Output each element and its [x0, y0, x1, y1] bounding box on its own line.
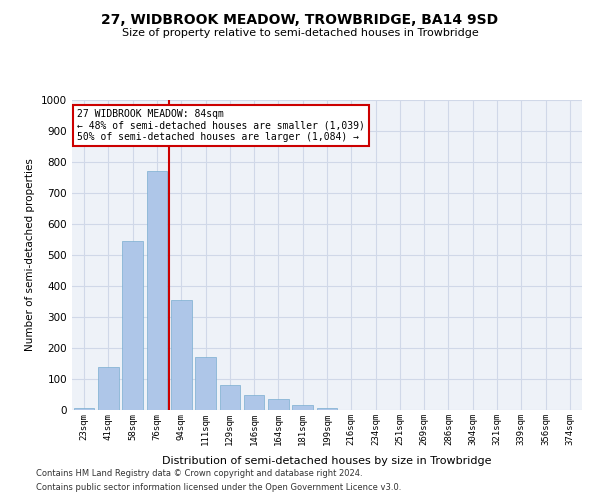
Text: Size of property relative to semi-detached houses in Trowbridge: Size of property relative to semi-detach…: [122, 28, 478, 38]
Text: Contains HM Land Registry data © Crown copyright and database right 2024.: Contains HM Land Registry data © Crown c…: [36, 468, 362, 477]
Bar: [244, 394, 265, 410]
Bar: [171, 300, 191, 410]
Text: 27 WIDBROOK MEADOW: 84sqm
← 48% of semi-detached houses are smaller (1,039)
50% : 27 WIDBROOK MEADOW: 84sqm ← 48% of semi-…: [77, 110, 365, 142]
Bar: [98, 367, 119, 410]
Text: Contains public sector information licensed under the Open Government Licence v3: Contains public sector information licen…: [36, 484, 401, 492]
X-axis label: Distribution of semi-detached houses by size in Trowbridge: Distribution of semi-detached houses by …: [162, 456, 492, 466]
Bar: [268, 399, 289, 410]
Bar: [220, 385, 240, 410]
Bar: [146, 172, 167, 410]
Text: 27, WIDBROOK MEADOW, TROWBRIDGE, BA14 9SD: 27, WIDBROOK MEADOW, TROWBRIDGE, BA14 9S…: [101, 12, 499, 26]
Bar: [122, 241, 143, 410]
Bar: [292, 406, 313, 410]
Bar: [317, 408, 337, 410]
Y-axis label: Number of semi-detached properties: Number of semi-detached properties: [25, 158, 35, 352]
Bar: [74, 408, 94, 410]
Bar: [195, 358, 216, 410]
